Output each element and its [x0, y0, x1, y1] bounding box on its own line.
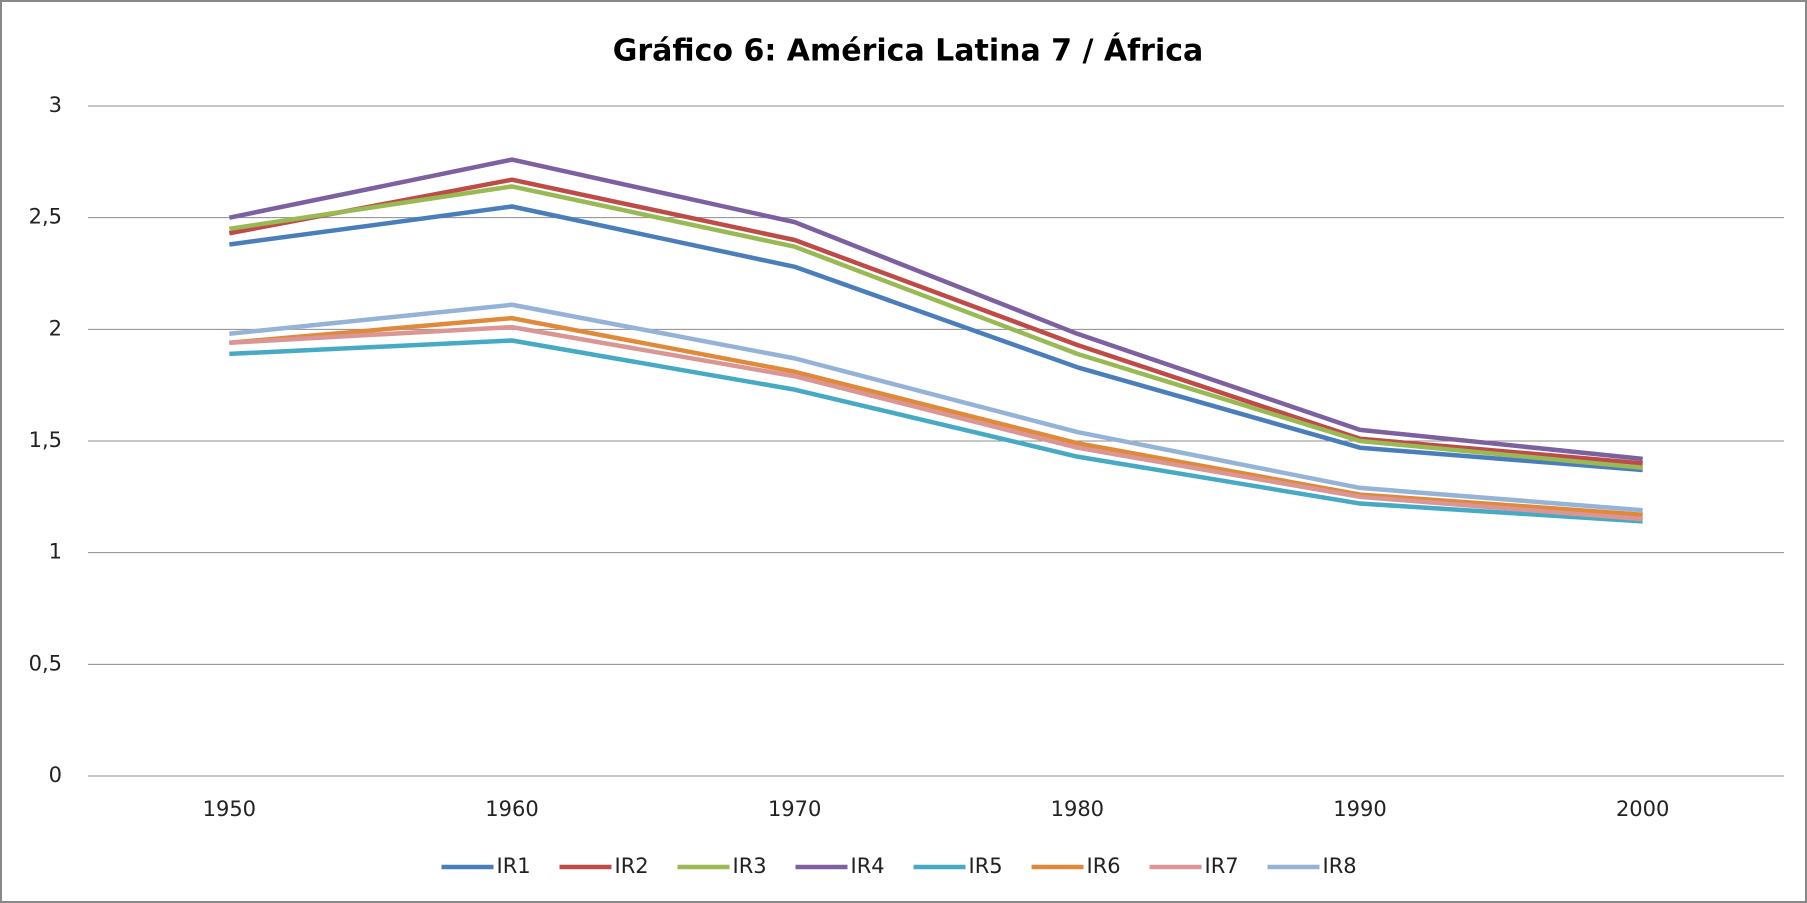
x-tick-label: 1980 — [1051, 797, 1104, 821]
line-series — [228, 177, 1643, 466]
legend-label: IR2 — [615, 854, 649, 878]
legend-label: IR6 — [1087, 854, 1121, 878]
legend-label: IR5 — [969, 854, 1003, 878]
x-tick-label: 2000 — [1616, 797, 1669, 821]
y-tick-label: 0 — [49, 763, 62, 787]
y-tick-label: 2 — [49, 316, 62, 340]
chart-title: Gráfico 6: América Latina 7 / África — [613, 33, 1204, 69]
legend-label: IR1 — [497, 854, 531, 878]
legend-label: IR3 — [733, 854, 767, 878]
line-series — [229, 338, 1643, 524]
line-series — [229, 315, 1643, 517]
x-tick-label: 1950 — [203, 797, 256, 821]
line-series — [229, 302, 1643, 513]
y-tick-label: 1,5 — [29, 428, 62, 452]
y-tick-label: 1 — [49, 540, 62, 564]
x-tick-label: 1990 — [1333, 797, 1386, 821]
x-tick-label: 1960 — [485, 797, 538, 821]
line-series — [228, 157, 1643, 462]
line-series — [229, 204, 1643, 473]
y-tick-label: 0,5 — [29, 651, 62, 675]
line-series — [228, 184, 1643, 471]
y-tick-label: 2,5 — [29, 205, 62, 229]
legend-label: IR7 — [1205, 854, 1239, 878]
line-series — [229, 324, 1643, 522]
legend-label: IR8 — [1323, 854, 1357, 878]
legend-label: IR4 — [851, 854, 885, 878]
x-tick-label: 1970 — [768, 797, 821, 821]
y-tick-label: 3 — [49, 93, 62, 117]
